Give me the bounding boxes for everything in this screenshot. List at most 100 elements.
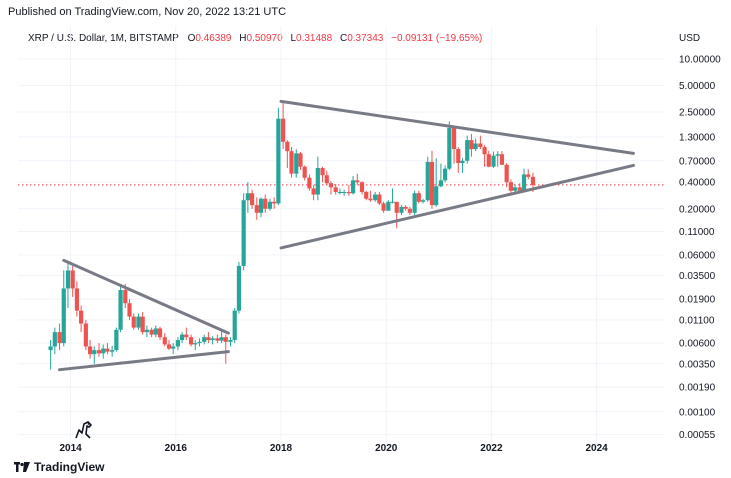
- candle-body: [236, 265, 242, 311]
- candle-body: [276, 118, 281, 204]
- candle-up: [92, 346, 97, 364]
- candle-up: [136, 313, 141, 330]
- y-tick-label: 0.00100: [679, 407, 716, 418]
- candle-body: [210, 338, 215, 341]
- candle-up: [232, 308, 237, 344]
- change-value: −0.09131 (−19.65%): [391, 33, 483, 44]
- y-axis[interactable]: 10.00000 5.00000 2.50000 1.30000 0.70000 0.40…: [679, 54, 721, 441]
- candle-body: [74, 288, 80, 311]
- candle-body: [434, 186, 439, 206]
- candle-down: [127, 298, 132, 320]
- high-label: H: [239, 33, 247, 44]
- candle-body: [517, 187, 522, 191]
- candle-body: [443, 168, 448, 181]
- candle-up: [210, 336, 215, 345]
- candle-down: [311, 185, 316, 201]
- candle-down: [272, 197, 277, 209]
- candle-down: [188, 334, 194, 347]
- candle-down: [324, 170, 329, 186]
- candle-up: [521, 168, 527, 191]
- candle-body: [355, 180, 360, 183]
- candle-body: [311, 188, 316, 195]
- candle-body: [512, 187, 518, 191]
- open-label: O: [187, 33, 196, 44]
- candle-down: [57, 323, 62, 351]
- candle-body: [245, 193, 250, 201]
- candle-body: [140, 316, 145, 333]
- candle-body: [197, 341, 202, 344]
- candle-body: [136, 316, 141, 328]
- candle-body: [180, 334, 185, 341]
- candle-up: [175, 337, 181, 351]
- candle-down: [285, 140, 290, 168]
- candle-up: [228, 337, 233, 347]
- candle-body: [110, 350, 115, 352]
- candle-body: [521, 174, 527, 191]
- candle-body: [114, 329, 119, 351]
- candle-body: [482, 147, 487, 155]
- y-tick-label: 0.00350: [679, 359, 716, 370]
- close-label: C: [339, 33, 348, 44]
- candle-body: [123, 290, 128, 304]
- candle-down: [333, 184, 338, 195]
- candle-up: [420, 198, 426, 204]
- y-tick-label: 1.30000: [679, 133, 716, 144]
- x-axis[interactable]: 2014 2016 2018 2020 2022 2024: [59, 443, 608, 454]
- candle-body: [157, 328, 163, 338]
- candle-down: [206, 332, 211, 344]
- candle-body: [315, 167, 320, 195]
- candle-body: [456, 149, 461, 164]
- candle-down: [328, 181, 334, 195]
- candle-body: [416, 193, 421, 202]
- candle-up: [447, 121, 452, 171]
- candle-body: [460, 160, 465, 164]
- candle-down: [320, 166, 325, 183]
- candle-up: [197, 338, 202, 347]
- candle-down: [517, 183, 522, 191]
- x-tick-label: 2014: [59, 443, 82, 454]
- candle-body: [412, 193, 417, 213]
- candle-down: [70, 265, 75, 297]
- candle-body: [83, 323, 88, 347]
- candle-up: [110, 345, 115, 357]
- candle-down: [215, 334, 220, 344]
- candle-body: [465, 140, 470, 161]
- candle-body: [52, 332, 57, 347]
- candle-down: [166, 340, 172, 351]
- candle-up: [171, 343, 176, 355]
- candle-body: [350, 180, 356, 194]
- y-tick-label: 0.00055: [679, 430, 716, 441]
- candle-body: [79, 310, 84, 324]
- candle-body: [504, 164, 509, 183]
- candle-up: [267, 198, 273, 211]
- trendline: [58, 350, 230, 372]
- tradingview-logo-icon: [14, 462, 30, 472]
- candle-down: [456, 147, 461, 173]
- candle-down: [416, 190, 421, 204]
- candle-body: [144, 329, 149, 333]
- candle-down: [364, 190, 369, 201]
- candle-down: [281, 101, 286, 150]
- candle-body: [127, 303, 132, 317]
- candle-body: [48, 346, 53, 351]
- candle-down: [74, 281, 80, 317]
- candle-body: [320, 167, 325, 176]
- candle-down: [302, 165, 307, 181]
- candle-up: [144, 325, 149, 338]
- candle-up: [350, 176, 356, 195]
- candle-up: [443, 165, 448, 183]
- trendline: [279, 163, 635, 250]
- candle-body: [324, 175, 329, 184]
- candle-body: [473, 143, 478, 150]
- candle-up: [114, 327, 119, 352]
- candle-up: [202, 334, 207, 345]
- footer-brand: TradingView: [14, 460, 104, 474]
- candle-body: [162, 337, 167, 345]
- candle-up: [219, 329, 224, 344]
- candle-body: [105, 348, 110, 352]
- candle-up: [61, 270, 66, 347]
- candle-body: [166, 344, 172, 349]
- candle-body: [232, 310, 237, 341]
- candle-body: [298, 153, 303, 167]
